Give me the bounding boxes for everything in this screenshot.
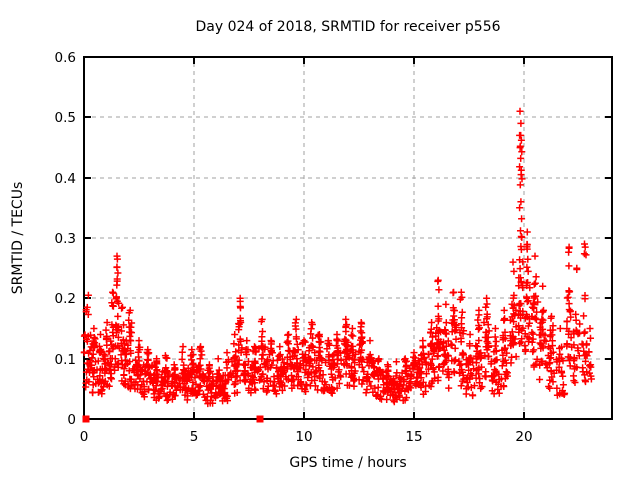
svg-text:0.6: 0.6: [55, 50, 76, 66]
y-axis-label: SRMTID / TECUs: [10, 182, 26, 295]
svg-text:0: 0: [80, 429, 89, 445]
svg-text:0: 0: [67, 412, 76, 428]
svg-text:15: 15: [405, 429, 422, 445]
svg-text:0.3: 0.3: [55, 231, 76, 247]
chart-title: Day 024 of 2018, SRMTID for receiver p55…: [195, 19, 500, 35]
svg-text:0.2: 0.2: [55, 291, 76, 307]
svg-text:5: 5: [190, 429, 199, 445]
svg-text:0.1: 0.1: [55, 352, 76, 368]
x-axis-label: GPS time / hours: [289, 455, 406, 471]
zero-value-square-markers: [82, 415, 264, 423]
svg-text:0.4: 0.4: [55, 171, 76, 187]
svg-text:10: 10: [295, 429, 312, 445]
y-tick-labels: 0 0.1 0.2 0.3 0.4 0.5 0.6: [55, 50, 76, 428]
x-tick-labels: 0 5 10 15 20: [80, 429, 533, 445]
srmtid-data-points: [80, 107, 595, 408]
axis-ticks: [83, 56, 612, 420]
svg-text:0.5: 0.5: [55, 110, 76, 126]
svg-text:20: 20: [515, 429, 532, 445]
